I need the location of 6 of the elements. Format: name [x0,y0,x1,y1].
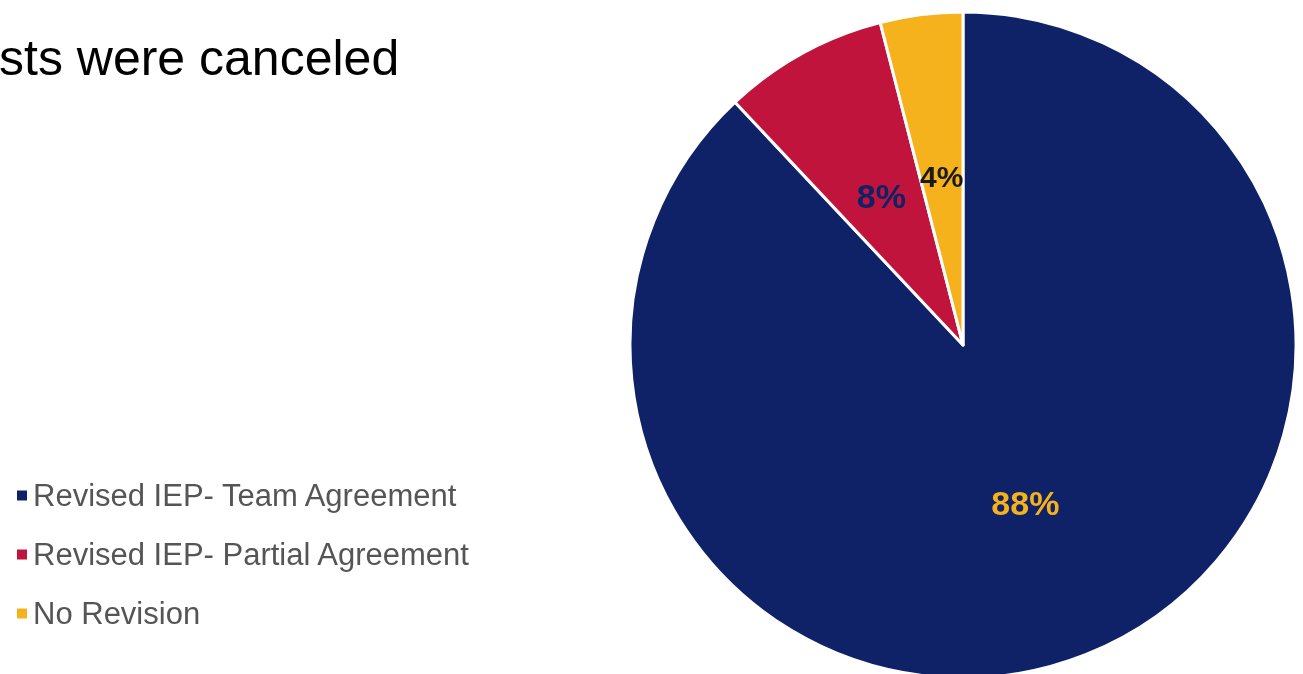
data-label: 88% [991,483,1060,522]
legend-label: Revised IEP- Team Agreement [33,478,457,513]
data-label: 8% [856,177,906,216]
legend-label: Revised IEP- Partial Agreement [33,537,470,572]
legend-label: No Revision [33,596,201,631]
chart-title: sts were canceled [0,30,400,86]
